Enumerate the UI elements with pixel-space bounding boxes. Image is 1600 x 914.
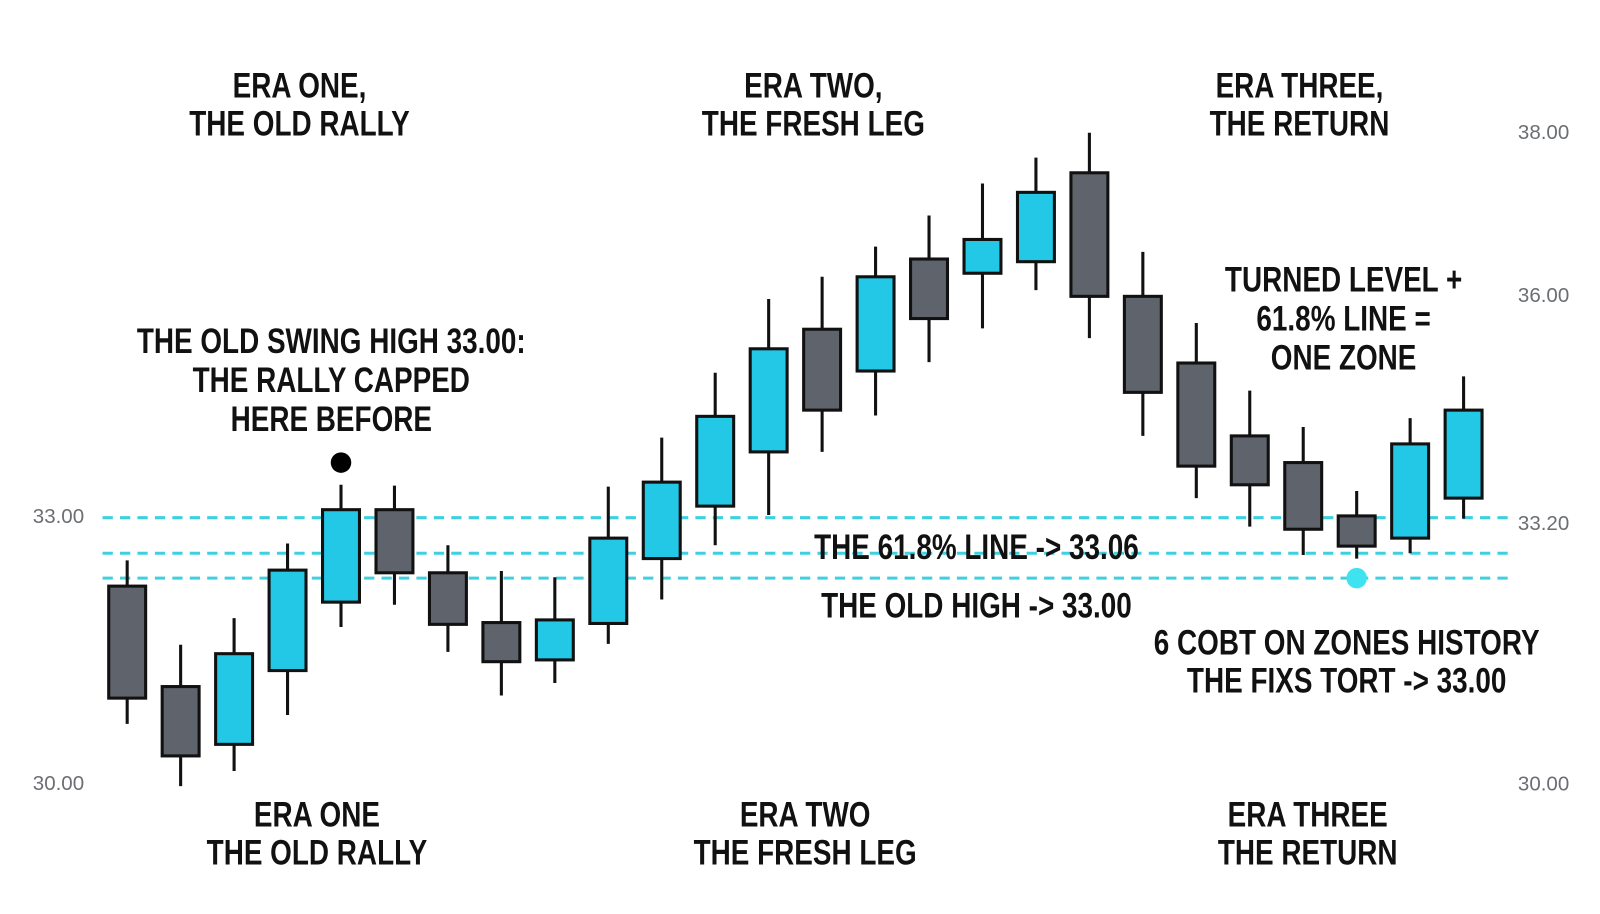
candle-body xyxy=(641,480,682,561)
annotation: THE 61.8% LINE -> 33.06 xyxy=(814,527,1139,567)
y2-tick-label: 33.20 xyxy=(1518,512,1569,535)
annotation: 6 COBT ON ZONES HISTORY xyxy=(1154,622,1540,662)
candle-body xyxy=(1015,190,1056,264)
annotation: ONE ZONE xyxy=(1271,337,1417,377)
candle-body xyxy=(1069,171,1110,298)
candle-body xyxy=(427,571,468,626)
marker xyxy=(1346,567,1367,589)
candle-body xyxy=(534,618,575,662)
candle-body xyxy=(1283,461,1324,531)
candle-body xyxy=(909,257,950,321)
candle-body xyxy=(214,652,255,746)
annotation: THE RALLY CAPPED xyxy=(193,360,470,400)
marker xyxy=(330,452,352,473)
candle-body xyxy=(1122,294,1163,394)
era-label: ERA THREE xyxy=(1228,795,1388,835)
candle-body xyxy=(374,508,415,575)
candle-body xyxy=(695,414,736,508)
candle-body xyxy=(1443,408,1484,500)
annotation: 61.8% LINE = xyxy=(1256,298,1430,338)
y2-tick-label: 36.00 xyxy=(1518,284,1569,307)
candle-body xyxy=(1229,434,1270,487)
era-label: THE RETURN xyxy=(1218,833,1398,873)
era-label: ERA THREE, xyxy=(1216,65,1384,105)
annotation: HERE BEFORE xyxy=(231,399,432,439)
candle-body xyxy=(321,508,362,604)
candle-body xyxy=(802,327,843,412)
y2-tick-label: 30.00 xyxy=(1518,772,1569,795)
candle-body xyxy=(1390,442,1431,540)
candle-body xyxy=(962,237,1003,275)
candle-body xyxy=(107,584,148,700)
y-tick-label: 30.00 xyxy=(33,772,84,795)
era-label: THE FRESH LEG xyxy=(694,833,917,873)
era-label: THE OLD RALLY xyxy=(207,833,428,873)
candle-body xyxy=(267,568,308,673)
era-label: THE RETURN xyxy=(1210,103,1390,143)
era-label: ERA ONE xyxy=(254,795,380,835)
era-label: ERA TWO xyxy=(740,795,871,835)
era-label: THE FRESH LEG xyxy=(702,103,925,143)
annotation: THE OLD SWING HIGH 33.00: xyxy=(137,321,526,361)
candle-body xyxy=(588,536,629,625)
era-label: THE OLD RALLY xyxy=(189,103,410,143)
annotation: THE FIXS TORT -> 33.00 xyxy=(1187,660,1506,700)
candle-body xyxy=(481,621,522,664)
era-label: ERA ONE, xyxy=(233,65,367,105)
annotation: THE OLD HIGH -> 33.00 xyxy=(821,585,1132,625)
candle-body xyxy=(855,275,896,373)
annotation: TURNED LEVEL + xyxy=(1225,259,1462,299)
candle-body xyxy=(160,685,201,758)
candle-body xyxy=(748,347,789,454)
y-tick-label: 33.00 xyxy=(33,505,84,528)
candle-body xyxy=(1336,514,1377,548)
y2-tick-label: 38.00 xyxy=(1518,121,1569,144)
candle-body xyxy=(1176,361,1217,468)
era-label: ERA TWO, xyxy=(744,65,882,105)
